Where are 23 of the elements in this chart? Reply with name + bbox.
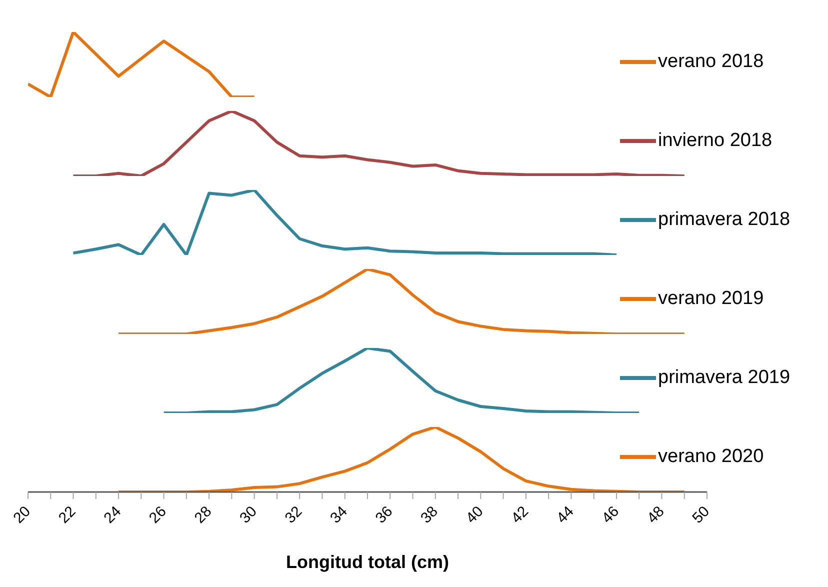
x-tick-label: 48 <box>644 502 668 527</box>
legend-label: primavera 2019 <box>658 366 790 388</box>
x-tick-label: 38 <box>418 502 442 527</box>
x-axis-title: Longitud total (cm) <box>285 552 450 573</box>
x-tick-label: 32 <box>282 502 306 527</box>
x-tick-label: 36 <box>372 502 396 527</box>
legend-label: invierno 2018 <box>658 130 772 152</box>
legend-label: primavera 2018 <box>658 208 790 230</box>
x-tick-label: 26 <box>146 502 170 527</box>
legend-label: verano 2018 <box>658 50 764 72</box>
x-tick-label: 50 <box>689 502 714 527</box>
x-tick-label: 34 <box>327 502 351 527</box>
x-tick-label: 46 <box>598 502 622 527</box>
x-tick-label: 28 <box>191 502 216 527</box>
x-tick-label: 24 <box>100 502 125 527</box>
legend-label: verano 2020 <box>658 446 764 468</box>
x-tick-label: 40 <box>462 502 487 527</box>
x-tick-label: 30 <box>236 502 260 527</box>
x-tick-label: 44 <box>553 502 578 527</box>
x-tick-label: 20 <box>10 502 34 527</box>
x-tick-label: 22 <box>55 502 80 527</box>
legend-label: verano 2019 <box>658 288 764 310</box>
x-tick-label: 42 <box>508 502 532 527</box>
